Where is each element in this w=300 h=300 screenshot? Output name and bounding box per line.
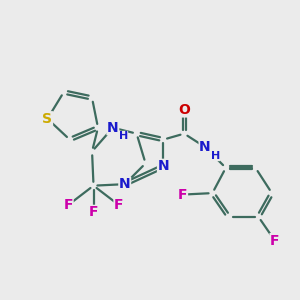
Text: O: O <box>178 103 190 117</box>
Text: N: N <box>119 177 130 191</box>
Text: F: F <box>114 198 124 212</box>
Text: N: N <box>199 140 211 154</box>
Text: S: S <box>43 112 52 126</box>
Text: F: F <box>89 206 98 219</box>
Text: F: F <box>178 188 188 202</box>
Text: N: N <box>107 121 119 135</box>
Text: F: F <box>270 234 280 248</box>
Text: H: H <box>118 131 128 141</box>
Text: H: H <box>211 151 220 161</box>
Text: N: N <box>158 159 169 173</box>
Text: F: F <box>64 198 73 212</box>
